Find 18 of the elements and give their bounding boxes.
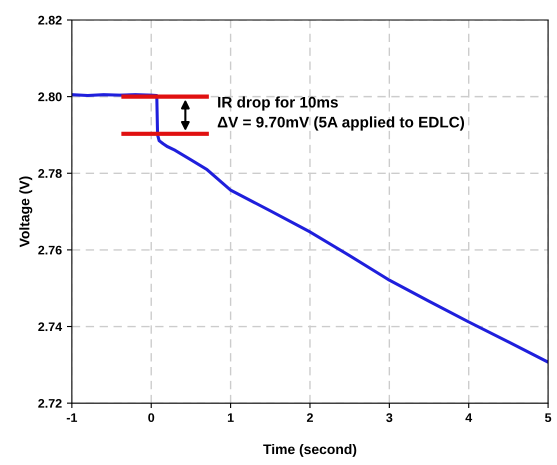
y-axis-title: Voltage (V) — [19, 176, 32, 248]
x-tick-label: 5 — [544, 413, 552, 422]
x-axis-title: Time (second) — [263, 444, 356, 457]
y-tick-label: 2.76 — [38, 246, 62, 255]
y-tick-label: 2.74 — [38, 322, 62, 332]
x-tick-label: 4 — [465, 413, 472, 422]
x-tick-label: 2 — [306, 413, 313, 422]
annotation: ΔV = 9.70mV (5A applied to EDLC) — [218, 116, 464, 131]
y-tick-label: 2.80 — [38, 92, 62, 102]
annotation: IR drop for 10ms — [218, 96, 338, 111]
x-tick-label: 0 — [148, 413, 154, 422]
x-tick-label: 3 — [386, 413, 392, 422]
y-tick-label: 2.72 — [38, 398, 62, 408]
x-tick-label: -1 — [66, 413, 78, 422]
line-series — [72, 93, 548, 364]
x-tick-label: 1 — [228, 413, 234, 422]
y-tick-label: 2.78 — [38, 169, 62, 178]
y-tick-label: 2.82 — [38, 16, 62, 25]
